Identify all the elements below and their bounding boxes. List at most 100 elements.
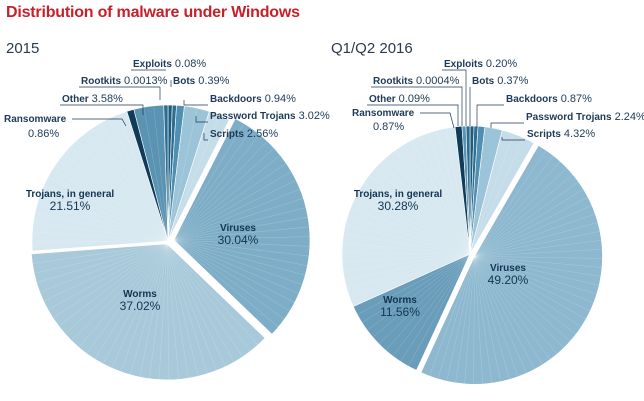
slice-texture-line [344,253,471,281]
slice-texture-line [474,256,510,380]
slice-value-ransomware: 0.87% [373,121,404,133]
slice-value-scripts: 2.56% [247,128,278,140]
slice-texture-line [52,168,169,242]
slice-texture-line [349,253,471,299]
slice-texture-line [173,207,307,241]
slice-texture-line [94,243,168,360]
slice-texture-line [474,205,592,257]
slice-name-backdoors: Backdoors [210,94,262,105]
slice-label-worms: Worms [383,295,417,306]
slice-value-worms: 11.56% [380,305,420,319]
slice-texture-line [395,149,471,255]
slice-texture-line [64,243,168,334]
slice-texture-line [474,256,535,370]
slice-name-backdoors: Backdoors [506,94,558,105]
slice-texture-line [173,179,297,241]
slice-texture-line [166,243,251,352]
slice-texture-line [343,234,471,255]
slice-value-ransomware: 0.86% [28,128,59,140]
pie-title-2016: Q1/Q2 2016 [331,40,413,57]
slice-texture-line [173,188,301,241]
leader-line-ransomware [420,112,455,129]
slice-label-trojans-in-general: Trojans, in general [26,189,115,200]
slice-texture-line [173,197,304,241]
pie-0: Exploits 0.08% Bots 0.39% Backdoors 0.94% Pass… [4,58,330,381]
slice-texture-line [474,189,584,257]
slice-name-other: Other [369,94,396,105]
slice-texture-line [419,136,471,255]
slice-texture-line [387,155,471,255]
slice-texture-line [173,239,290,312]
slice-texture-line [437,256,475,380]
slice-texture-line [474,196,589,257]
leader-line-other [60,104,144,115]
slice-texture-line [173,216,309,241]
slice-texture-line [474,256,591,312]
slice-texture-line [166,243,259,346]
slice-texture-line [346,253,471,290]
slice-texture-line [429,256,475,377]
slice-texture-line [173,128,253,241]
slice-texture-line [63,153,169,242]
slice-label-other: Other 3.58% [62,93,123,105]
slice-texture-line [36,243,168,283]
slice-texture-line [166,243,170,380]
slice-texture-line [400,253,471,362]
slice-label-exploits: Exploits 0.08% [133,58,206,70]
slice-label-backdoors: Backdoors 0.94% [210,93,296,105]
slice-texture-line [102,243,168,364]
slice-texture-line [34,212,169,242]
slice-texture-line [474,231,601,257]
slice-texture-line [173,239,295,303]
slice-label-viruses: Viruses [220,223,256,234]
slice-texture-line [474,256,602,268]
slice-texture-line [166,243,189,379]
slice-label-scripts: Scripts 2.56% [210,128,278,140]
slice-texture-line [474,256,527,374]
slice-texture-line [343,253,471,272]
slice-group-scripts [167,111,230,242]
slice-texture-line [381,161,471,255]
slice-texture-line [446,256,475,382]
slice-texture-line [166,243,208,374]
slice-value-worms: 37.02% [120,299,161,313]
slice-label-password-trojans: Password Trojans 2.24% [526,111,644,123]
slice-label-rootkits: Rootkits 0.0013% [81,75,168,87]
slice-texture-line [361,253,471,323]
slice-texture-line [43,243,168,302]
pie-1: Exploits 0.20%Bots 0.37%Backdoors 0.87%Pass… [341,58,644,385]
slice-texture-line [153,105,169,242]
slice-texture-line [455,256,475,383]
slice-texture-line [342,253,471,263]
slice-texture-line [149,243,168,379]
slice-texture-line [474,256,582,328]
slice-label-rootkits: Rootkits 0.0004% [373,75,460,87]
slice-texture-line [173,140,268,241]
slice-texture-line [40,194,169,242]
slice-texture-line [129,243,168,375]
slice-value-trojans-in-general: 30.28% [378,199,419,213]
slice-texture-line [166,243,199,377]
slice-texture-line [464,256,475,384]
slice-texture-line [473,256,475,385]
slice-texture-line [474,174,574,257]
slice-texture-line [408,253,471,367]
slice-label-other: Other 0.09% [369,93,430,105]
slice-name-password-trojans: Password Trojans [210,111,296,122]
slice-value-password-trojans: 2.24% [615,111,644,123]
slice-texture-line [474,155,554,257]
pie-slice-scripts [167,111,230,242]
slice-texture-line [474,256,484,385]
slice-texture-line [474,256,501,382]
leader-line-password-trojans [490,122,524,128]
slice-texture-line [173,239,306,276]
slice-texture-line [469,137,525,255]
slice-texture-line [71,243,168,341]
slice-name-exploits: Exploits [133,59,172,70]
slice-texture-line [474,256,571,342]
slice-texture-line [474,256,600,286]
pie-title-2015: 2015 [6,40,40,57]
slice-value-bots: 0.37% [497,75,528,87]
pie-slice-trojans-in-general [341,126,471,307]
slice-texture-line [32,231,169,242]
